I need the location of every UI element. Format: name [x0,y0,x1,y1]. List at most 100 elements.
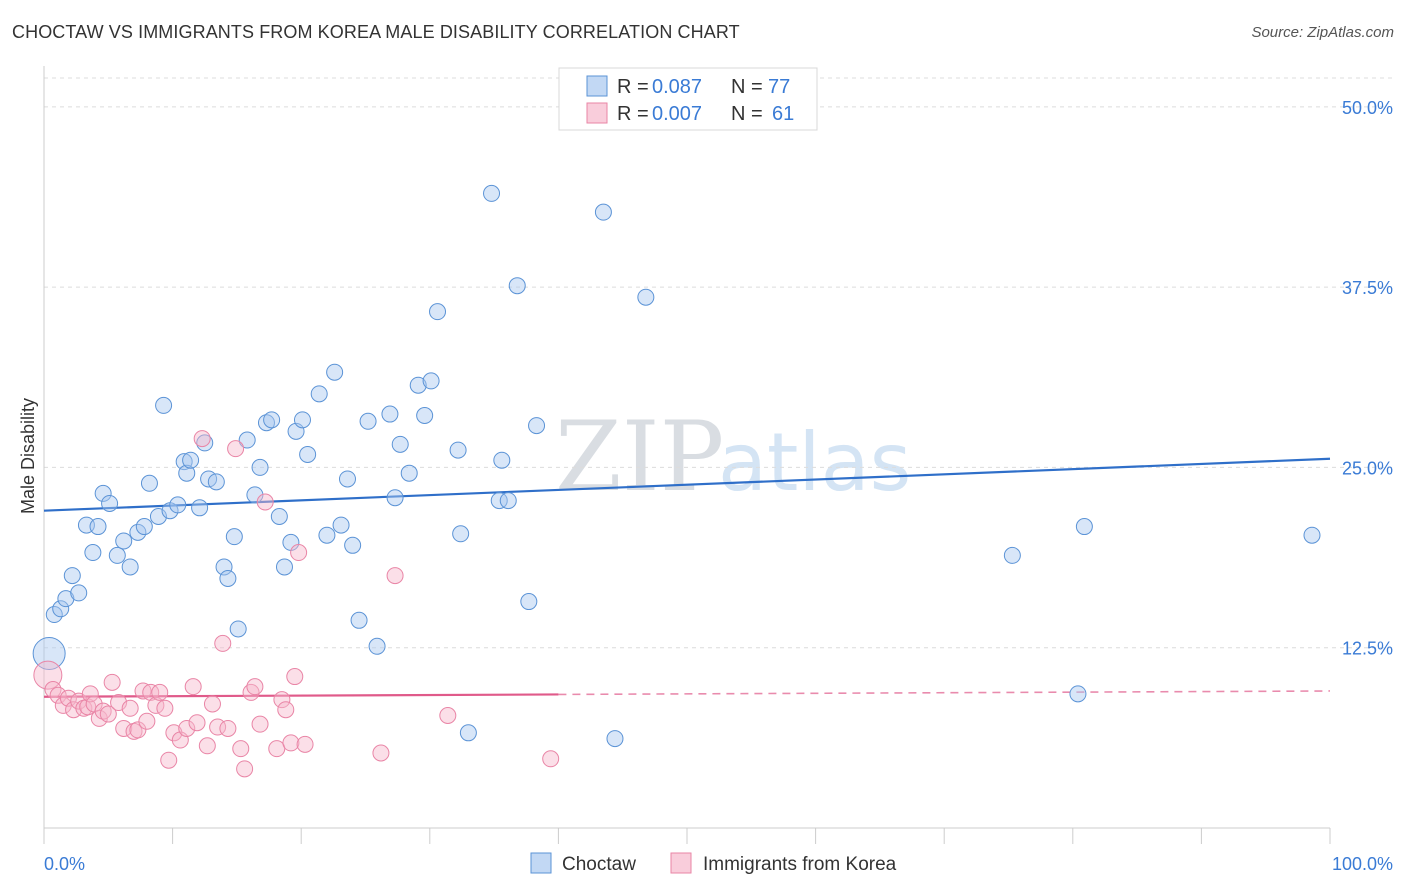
choctaw-point [32,636,66,670]
choctaw-point [229,620,247,638]
choctaw-point [490,492,508,510]
choctaw-point [416,407,434,424]
watermark-atlas: atlas [718,416,911,509]
korea-point [165,724,183,742]
y-tick-label: 25.0% [1342,458,1393,478]
choctaw-point [182,451,200,469]
choctaw-point [251,458,269,476]
korea-point [178,719,196,737]
legend-r-label: R = [617,103,649,125]
legend-swatch-korea [586,102,608,124]
choctaw-point [115,532,133,550]
korea-point [439,707,457,724]
korea-point [290,544,308,562]
choctaw-point [499,492,517,510]
korea-point [372,744,390,762]
legend-r-value: 0.087 [652,76,702,98]
choctaw-point [381,405,399,423]
korea-point [296,735,314,753]
choctaw-point [594,203,612,221]
korea-point [203,695,221,713]
choctaw-point [483,184,501,202]
legend-n-value: 61 [772,103,794,125]
korea-point [282,734,300,752]
y-tick-label: 12.5% [1342,639,1393,659]
choctaw-point [89,518,107,536]
korea-point [160,751,178,769]
bottom-legend-label-korea: Immigrants from Korea [703,854,897,875]
korea-point [246,678,264,696]
choctaw-point [508,277,526,295]
choctaw-point [155,396,173,414]
choctaw-point [1303,526,1321,544]
choctaw-point [350,611,368,629]
data-points [32,184,1321,778]
korea-point [193,430,211,448]
choctaw-point [459,724,477,742]
choctaw-point [332,516,350,534]
legend-n-label: N = [731,103,763,125]
choctaw-point [275,558,293,576]
korea-point [156,699,174,717]
korea-point [386,567,404,585]
legend-r-label: R = [617,76,649,98]
choctaw-point [338,470,356,488]
choctaw-point [52,600,70,618]
choctaw-point [359,412,377,430]
choctaw-point [1069,685,1087,703]
legend-r-value: 0.007 [652,103,702,125]
korea-point [236,760,254,778]
korea-point [151,683,169,701]
choctaw-point [108,546,126,564]
choctaw-point [520,593,538,611]
choctaw-point [368,637,386,655]
choctaw-point [94,484,112,502]
choctaw-point [293,411,311,429]
choctaw-point [606,730,624,748]
choctaw-point [326,363,344,381]
korea-point [99,705,117,723]
choctaw-point [310,385,328,403]
bottom-legend: Choctaw Immigrants from Korea [530,852,897,875]
legend-n-value: 77 [768,76,790,98]
korea-point [49,686,67,704]
choctaw-point [409,376,427,394]
choctaw-point [391,435,409,453]
legend-swatch-choctaw [586,75,608,97]
y-tick-label: 50.0% [1342,98,1393,118]
legend-n-label: N = [731,76,763,98]
korea-point [273,691,291,709]
choctaw-point [1003,546,1021,564]
source-label: Source: ZipAtlas.com [1251,24,1394,41]
choctaw-point [70,584,88,602]
choctaw-point [637,288,655,306]
korea-point [184,678,202,696]
korea-point [115,719,133,737]
korea-point [227,440,245,458]
trend-line-korea-extrapolated [558,690,1331,696]
choctaw-point [344,536,362,554]
bottom-legend-label-choctaw: Choctaw [562,854,636,875]
korea-point [188,714,206,732]
choctaw-point [135,518,153,536]
korea-point [138,712,156,730]
choctaw-point [493,451,511,469]
korea-point [103,673,121,691]
korea-point [198,737,216,755]
choctaw-point [400,464,418,482]
korea-point [129,721,147,739]
choctaw-point [299,445,317,463]
choctaw-point [121,558,139,576]
korea-point [147,696,165,714]
korea-point [542,750,560,768]
bottom-legend-swatch-choctaw [530,852,552,874]
choctaw-point [257,414,275,432]
choctaw-point [178,464,196,482]
korea-point [81,685,99,703]
choctaw-point [452,525,470,543]
grid-lines [44,77,1392,649]
watermark-zip: ZIP [555,401,724,513]
choctaw-point [140,474,158,492]
trend-line-korea [43,693,559,698]
korea-point [256,493,274,511]
